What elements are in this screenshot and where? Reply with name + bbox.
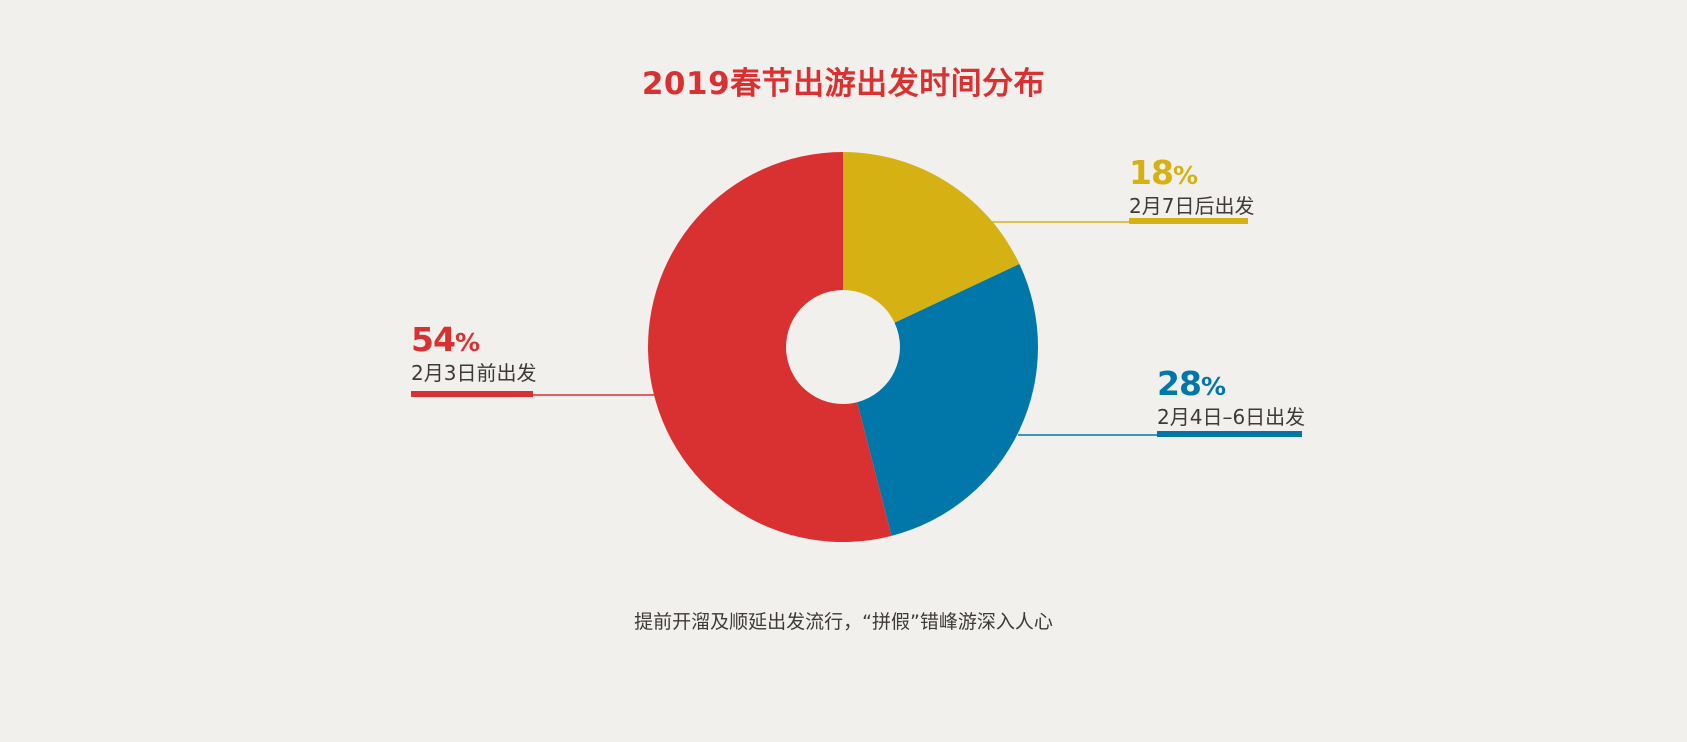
- callout-before-feb3: 54% 2月3日前出发: [411, 320, 537, 386]
- slice-after-feb7: [843, 152, 1020, 323]
- leader-before-feb3-bar: [411, 391, 533, 397]
- chart-title: 2019春节出游出发时间分布: [641, 66, 1046, 102]
- leader-after-feb7-bar: [1129, 218, 1248, 224]
- percent-label: 28%: [1157, 364, 1226, 403]
- percent-label: 18%: [1129, 153, 1198, 192]
- slice-before-feb3: [648, 151, 892, 542]
- slices-group: [648, 151, 1038, 542]
- callout-after-feb7: 18% 2月7日后出发: [1129, 153, 1255, 219]
- percent-label: 54%: [411, 320, 480, 359]
- slice-label: 2月7日后出发: [1129, 194, 1255, 218]
- leader-feb4-6-bar: [1157, 431, 1302, 437]
- slice-label: 2月4日–6日出发: [1157, 405, 1306, 429]
- callout-feb4-6: 28% 2月4日–6日出发: [1157, 364, 1306, 430]
- slice-label: 2月3日前出发: [411, 361, 537, 385]
- slice-feb4-6: [857, 263, 1038, 536]
- leader-lines-group: [411, 218, 1302, 437]
- chart-caption: 提前开溜及顺延出发流行，“拼假”错峰游深入人心: [634, 611, 1053, 633]
